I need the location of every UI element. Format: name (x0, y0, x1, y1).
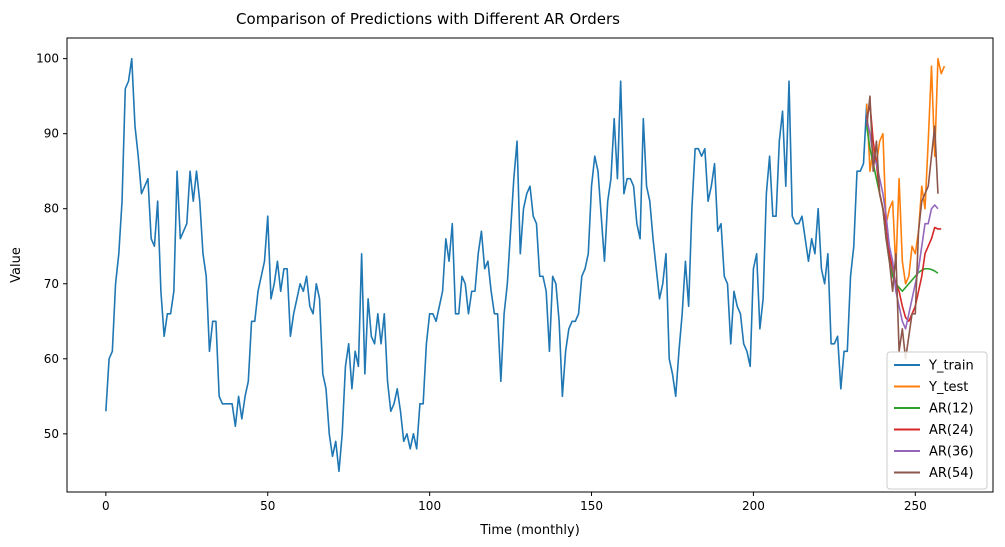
x-tick-label: 150 (580, 499, 603, 513)
legend: Y_train Y_test AR(12) AR(24) AR(36) AR(54) (886, 351, 988, 490)
series-line-y-train (105, 57, 868, 473)
plot-area-frame (66, 37, 994, 493)
x-tick-label: 100 (418, 499, 441, 513)
series-layer (105, 57, 946, 473)
y-tick-label: 60 (44, 352, 59, 366)
y-tick-label: 100 (36, 52, 59, 66)
chart-title: Comparison of Predictions with Different… (236, 10, 620, 28)
y-tick-label: 50 (44, 427, 59, 441)
legend-label: AR(24) (929, 423, 974, 438)
series-line-ar-54 (865, 95, 939, 360)
legend-label: AR(12) (929, 402, 974, 417)
legend-label: AR(36) (929, 445, 974, 460)
y-axis: 50 60 70 80 90 100 (36, 52, 67, 441)
y-tick-label: 90 (44, 127, 59, 141)
series-line-y-test (865, 57, 946, 285)
legend-label: AR(54) (929, 466, 974, 481)
x-tick-label: 50 (260, 499, 275, 513)
x-axis: 0 50 100 150 200 250 (102, 492, 927, 513)
x-tick-label: 0 (102, 499, 110, 513)
y-tick-label: 70 (44, 277, 59, 291)
x-tick-label: 200 (742, 499, 765, 513)
y-axis-title: Value (9, 247, 24, 283)
x-tick-label: 250 (904, 499, 927, 513)
x-axis-title: Time (monthly) (479, 523, 580, 538)
legend-label: Y_test (928, 380, 968, 395)
y-tick-label: 80 (44, 202, 59, 216)
legend-label: Y_train (928, 359, 974, 374)
